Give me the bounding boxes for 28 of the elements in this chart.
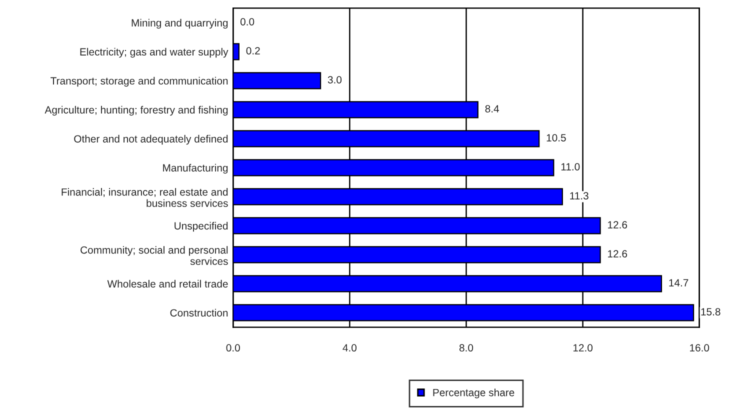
y-tick-label: Mining and quarrying <box>132 18 228 29</box>
x-tick-label: 8.0 <box>459 344 474 352</box>
y-tick-label: Transport; storage and communication <box>50 76 228 87</box>
data-label: 15.8 <box>701 308 720 316</box>
data-label: 11.3 <box>570 192 588 200</box>
y-tick-label: Community; social and personal services <box>80 246 228 265</box>
y-tick-label: Other and not adequately defined <box>74 134 228 145</box>
legend-label: Percentage share <box>433 388 514 398</box>
y-tick-label: Electricity; gas and water supply <box>80 48 228 58</box>
x-tick-label: 16.0 <box>690 344 710 352</box>
y-tick-label: Agriculture; hunting; forestry and fishing <box>44 106 228 116</box>
y-tick-label: Unspecified <box>174 222 228 232</box>
y-tick-label: Wholesale and retail trade <box>107 280 228 288</box>
x-tick-label: 0.0 <box>226 344 240 352</box>
data-label: 0.2 <box>246 47 260 54</box>
data-label: 8.4 <box>485 105 500 112</box>
y-tick-label: Construction <box>170 308 228 317</box>
data-label: 10.5 <box>546 134 566 142</box>
data-label: 11.0 <box>561 163 580 170</box>
x-tick-label: 4.0 <box>342 344 357 352</box>
data-label: 3.0 <box>328 76 342 84</box>
y-tick-label: Manufacturing <box>163 164 228 174</box>
data-label: 0.0 <box>240 18 254 26</box>
data-label: 14.7 <box>669 279 688 286</box>
x-tick-label: 12.0 <box>573 344 593 352</box>
data-label: 12.6 <box>608 221 628 228</box>
data-label: 12.6 <box>608 250 628 258</box>
y-tick-label: Financial; insurance; real estate and business services <box>62 188 228 207</box>
